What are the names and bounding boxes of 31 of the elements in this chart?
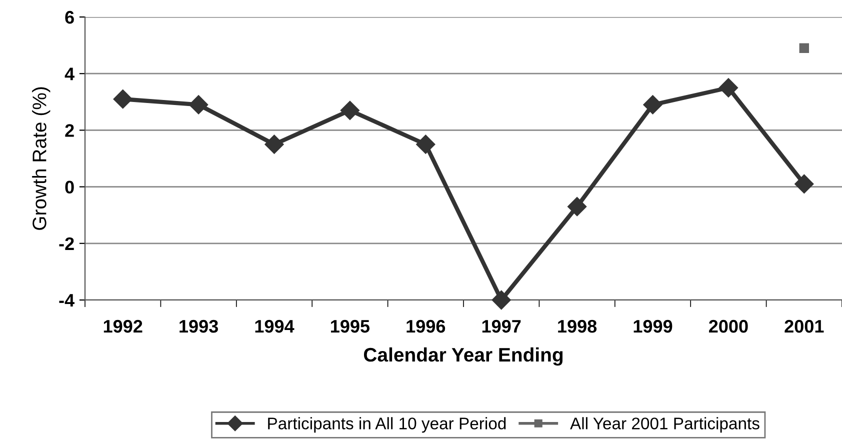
x-tick-label: 1992 (104, 320, 142, 333)
x-tick-label: 1995 (331, 320, 370, 333)
y-tick-label: -4 (59, 294, 74, 307)
x-axis-title: Calendar Year Ending (364, 347, 563, 366)
x-tick-label: 1997 (482, 320, 521, 333)
x-tick-label: 2000 (708, 320, 748, 333)
point (643, 95, 662, 114)
x-tick-label: 2001 (784, 320, 824, 333)
point (340, 100, 360, 120)
point (416, 134, 436, 154)
y-tick-label: 2 (65, 124, 74, 137)
point (264, 134, 284, 154)
x-tick-label: 1999 (634, 320, 672, 333)
legend-label: All Year 2001 Participants (570, 417, 760, 433)
x-tick-label: 1993 (180, 320, 218, 333)
point (492, 290, 511, 310)
x-tick-label: 1994 (255, 320, 294, 333)
y-axis-title: Growth Rate (%) (32, 87, 50, 230)
point (718, 78, 738, 98)
point (794, 174, 814, 194)
point (799, 43, 810, 53)
x-tick-label: 1998 (558, 320, 597, 333)
point (568, 197, 587, 216)
point (113, 90, 132, 109)
y-tick-label: 0 (65, 180, 74, 194)
point (189, 95, 208, 114)
y-tick-label: 6 (65, 10, 74, 24)
y-tick-label: -2 (59, 237, 74, 250)
legend-label: Participants in All 10 year Period (268, 417, 506, 433)
y-tick-label: 4 (64, 68, 74, 80)
x-tick-label: 1996 (406, 320, 446, 333)
